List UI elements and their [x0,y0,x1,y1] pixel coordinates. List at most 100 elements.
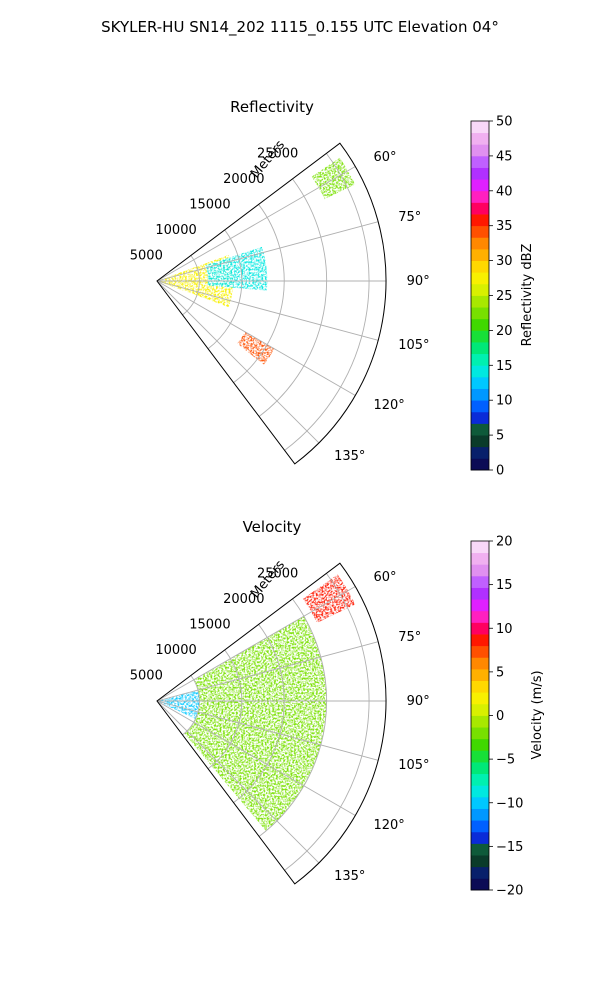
colorbar-segment [471,564,489,577]
colorbar-tick-label: 45 [496,149,513,164]
colorbar-segment [471,878,489,891]
angle-tick-label: 120° [373,818,404,833]
angle-tick-label: 120° [373,398,404,413]
range-ring [207,649,243,770]
sector-frame [156,562,387,885]
angle-tick-label: 105° [398,338,429,353]
colorbar-segment [471,283,489,296]
range-tick-label: 10000 [155,643,196,658]
colorbar-segment [471,423,489,436]
colorbar-segment [471,587,489,600]
colorbar-segment [471,400,489,413]
colorbar-segment [471,376,489,389]
angle-tick-label: 135° [334,449,365,464]
angle-tick-label: 60° [373,570,396,585]
range-tick-label: 20000 [223,172,264,187]
colorbar-segment [471,541,489,554]
colorbar-segment [471,668,489,681]
angle-tick-label: 90° [407,274,430,289]
colorbar-tick-label: −20 [496,884,523,899]
colorbar-tick-label: 30 [496,254,513,269]
colorbar-segment [471,435,489,448]
radial-gridline [156,280,356,396]
colorbar-segment [471,388,489,401]
sector-frame [156,142,387,465]
range-tick-label: 15000 [189,617,230,632]
panel-title: Reflectivity [230,98,314,116]
radial-gridline [156,700,320,864]
colorbar-tick-label: −10 [496,796,523,811]
colorbar-segment [471,411,489,424]
angle-tick-label: 90° [407,694,430,709]
colorbar-segment [471,552,489,565]
colorbar-segment [471,634,489,647]
radial-gridline [156,166,356,282]
colorbar-segment [471,237,489,250]
colorbar-segment [471,167,489,180]
range-ring [258,598,328,837]
colorbar-segment [471,179,489,192]
colorbar-segment [471,738,489,751]
colorbar-segment [471,272,489,285]
colorbar-tick-label: 35 [496,219,513,234]
colorbar-tick-label: 20 [496,324,513,339]
colorbar-segment [471,657,489,670]
radial-gridline [156,586,356,702]
colorbar-segment [471,715,489,728]
echo-region [184,616,327,831]
colorbar-segment [471,843,489,856]
reflectivity-panel: Reflectivity500010000150002000025000Mete… [130,98,535,479]
colorbar-label: Velocity (m/s) [530,670,545,759]
colorbar-segment [471,318,489,331]
colorbar-segment [471,820,489,833]
figure-suptitle: SKYLER-HU SN14_202 1115_0.155 UTC Elevat… [101,18,499,37]
colorbar-segment [471,703,489,716]
colorbar-segment [471,599,489,612]
colorbar-tick-label: −15 [496,840,523,855]
colorbar-segment [471,645,489,658]
range-tick-label: 25000 [257,566,298,581]
colorbar-segment [471,575,489,588]
colorbar-label: Reflectivity dBZ [520,244,535,347]
colorbar-segment [471,132,489,145]
colorbar-tick-label: 10 [496,394,513,409]
range-ring [207,229,243,350]
colorbar-segment [471,248,489,261]
colorbar-tick-label: 0 [496,464,504,479]
colorbar-segment [471,622,489,635]
range-ring [284,153,370,451]
colorbar-segment [471,458,489,471]
colorbar-segment [471,353,489,366]
range-tick-label: 15000 [189,197,230,212]
colorbar-segment [471,295,489,308]
range-tick-label: 5000 [130,248,163,263]
range-ring [182,255,200,316]
colorbar-segment [471,365,489,378]
range-ring [182,675,200,736]
colorbar-tick-label: 0 [496,709,504,724]
range-tick-label: 20000 [223,592,264,607]
radial-gridline [156,221,379,282]
angle-tick-label: 135° [334,869,365,884]
colorbar-segment [471,773,489,786]
colorbar-tick-label: 25 [496,289,513,304]
angle-tick-label: 75° [398,210,421,225]
colorbar-segment [471,342,489,355]
echo-region [205,246,268,291]
colorbar-segment [471,260,489,273]
colorbar-segment [471,796,489,809]
panel-title: Velocity [243,518,302,536]
colorbar-segment [471,214,489,227]
range-ring [284,573,370,871]
colorbar-segment [471,307,489,320]
colorbar-tick-label: 50 [496,115,513,130]
colorbar-tick-label: −5 [496,753,515,768]
colorbar-tick-label: 5 [496,429,504,444]
colorbar-tick-label: 10 [496,622,513,637]
echo-region [302,574,356,623]
colorbar-segment [471,866,489,879]
colorbar-segment [471,190,489,203]
colorbar-tick-label: 20 [496,535,513,550]
